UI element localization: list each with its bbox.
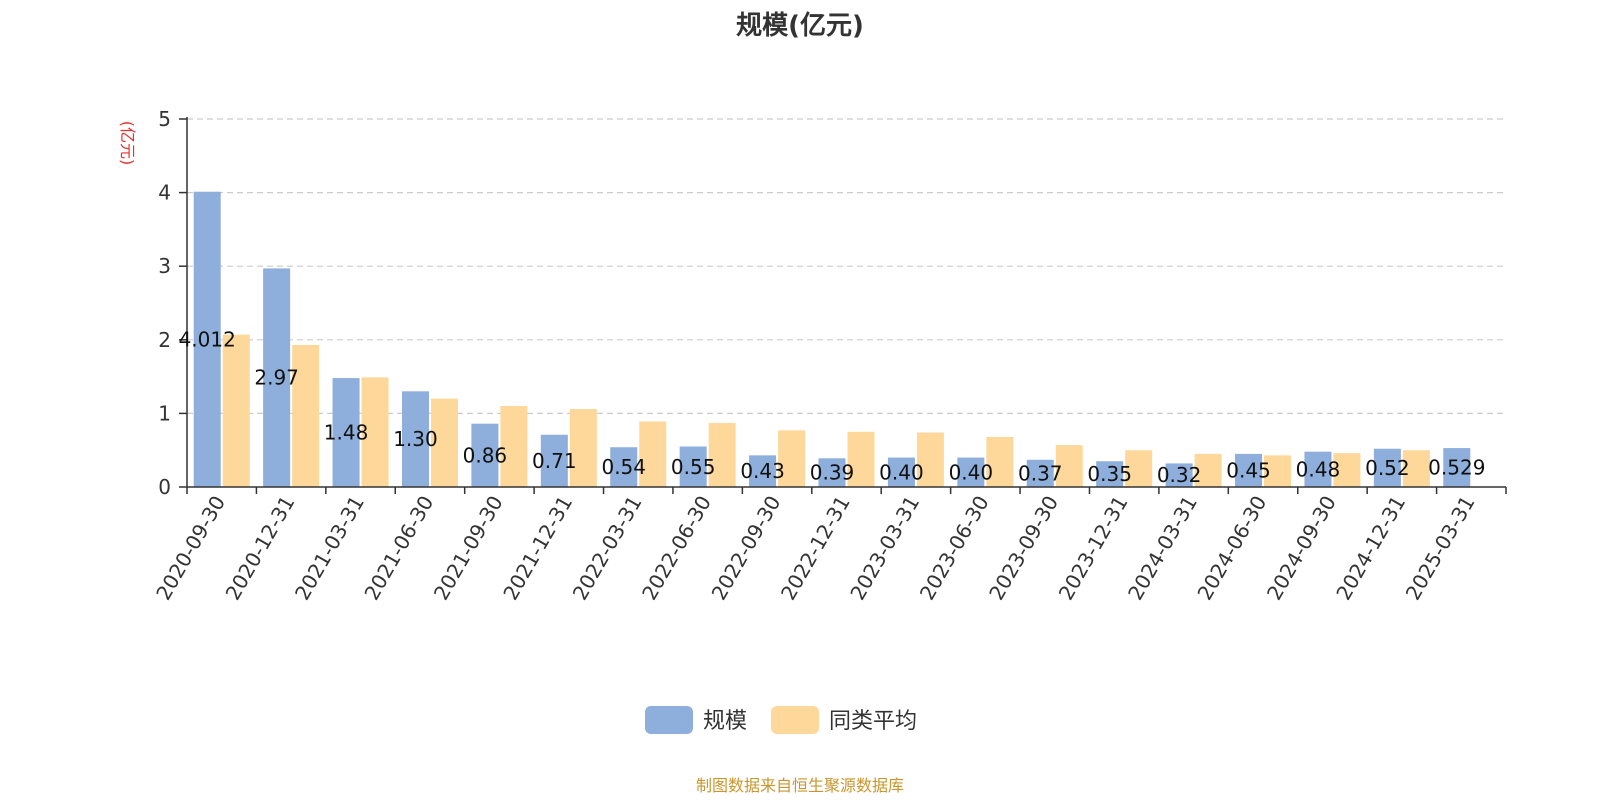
y-tick-label: 0 xyxy=(158,475,171,499)
bar-guimo xyxy=(1165,463,1193,487)
bar-tonglei-pingjun xyxy=(1194,453,1222,487)
bar-tonglei-pingjun xyxy=(847,431,875,487)
x-tick-label: 2020-12-31 xyxy=(221,492,300,605)
x-tick-label: 2024-09-30 xyxy=(1262,492,1341,605)
bar-tonglei-pingjun xyxy=(500,406,528,487)
bar-tonglei-pingjun xyxy=(1055,445,1083,487)
legend: 规模 同类平均 xyxy=(645,706,917,734)
bar-tonglei-pingjun xyxy=(1125,450,1153,487)
bar-tonglei-pingjun xyxy=(1402,450,1430,487)
x-tick-label: 2022-12-31 xyxy=(776,492,855,605)
bar-guimo xyxy=(887,457,915,487)
bar-guimo xyxy=(1026,459,1054,487)
bar-tonglei-pingjun xyxy=(1264,455,1292,487)
x-tick-label: 2023-03-31 xyxy=(845,492,924,605)
y-axis-unit-label: (亿元) xyxy=(118,121,137,166)
x-tick-label: 2022-09-30 xyxy=(707,492,786,605)
data-label: 0.40 xyxy=(879,460,924,484)
y-tick-label: 2 xyxy=(158,328,171,352)
x-tick-label: 2023-06-30 xyxy=(915,492,994,605)
data-label: 0.86 xyxy=(463,443,508,467)
bar-guimo xyxy=(1096,461,1124,487)
data-label: 0.529 xyxy=(1428,456,1485,480)
bar-tonglei-pingjun xyxy=(708,422,736,487)
data-label: 1.48 xyxy=(324,421,369,445)
legend-swatch xyxy=(645,706,693,734)
data-label: 0.37 xyxy=(1018,461,1063,485)
bar-guimo xyxy=(193,191,221,487)
data-label: 0.54 xyxy=(601,455,646,479)
data-label: 0.32 xyxy=(1157,463,1202,487)
data-label: 0.71 xyxy=(532,449,577,473)
x-tick-label: 2022-06-30 xyxy=(637,492,716,605)
legend-label: 同类平均 xyxy=(829,709,917,734)
bar-guimo xyxy=(679,446,707,487)
bar-tonglei-pingjun xyxy=(292,344,320,487)
chart-title: 规模(亿元) xyxy=(736,11,864,41)
bar-guimo xyxy=(1235,453,1263,487)
x-tick-label: 2021-09-30 xyxy=(429,492,508,605)
bar-guimo xyxy=(1373,448,1401,487)
axes xyxy=(186,117,1506,488)
bar-tonglei-pingjun xyxy=(222,334,250,487)
bar-tonglei-pingjun xyxy=(569,408,597,487)
x-tick-label: 2021-06-30 xyxy=(359,492,438,605)
bar-tonglei-pingjun xyxy=(986,436,1014,487)
y-tick-label: 1 xyxy=(158,401,171,425)
data-label: 0.35 xyxy=(1087,462,1132,486)
bar-guimo xyxy=(332,378,360,487)
bar-guimo xyxy=(1443,448,1471,487)
data-label: 4.012 xyxy=(179,327,236,351)
data-label: 0.40 xyxy=(949,460,994,484)
x-tick-label: 2024-12-31 xyxy=(1331,492,1410,605)
y-ticks: 0 1 2 3 4 5 xyxy=(158,107,187,499)
x-tick-label: 2025-03-31 xyxy=(1401,492,1480,605)
bar-tonglei-pingjun xyxy=(430,398,458,487)
x-tick-label: 2022-03-31 xyxy=(568,492,647,605)
x-tick-label: 2020-09-30 xyxy=(151,492,230,605)
bar-guimo xyxy=(818,458,846,487)
data-label: 0.45 xyxy=(1226,458,1271,482)
x-ticks: 2020-09-302020-12-312021-03-312021-06-30… xyxy=(151,487,1507,605)
x-tick-label: 2024-06-30 xyxy=(1192,492,1271,605)
legend-swatch xyxy=(771,706,819,734)
bar-tonglei-pingjun xyxy=(361,377,389,487)
bar-tonglei-pingjun xyxy=(916,432,944,487)
bar-guimo xyxy=(957,457,985,487)
data-label: 0.48 xyxy=(1296,457,1341,481)
x-tick-label: 2021-12-31 xyxy=(498,492,577,605)
x-tick-label: 2023-12-31 xyxy=(1054,492,1133,605)
y-tick-label: 4 xyxy=(158,181,171,205)
y-tick-label: 3 xyxy=(158,254,171,278)
bar-tonglei-pingjun xyxy=(1333,453,1361,487)
bar-guimo xyxy=(749,455,777,487)
x-tick-label: 2023-09-30 xyxy=(984,492,1063,605)
data-labels: 4.012 2.97 1.48 1.30 0.86 0.71 0.54 0.55 0.43 0.3… xyxy=(179,327,1486,487)
bar-guimo xyxy=(263,268,291,487)
bar-guimo xyxy=(540,434,568,487)
data-label: 1.30 xyxy=(393,427,438,451)
bar-guimo xyxy=(1304,451,1332,487)
x-tick-label: 2024-03-31 xyxy=(1123,492,1202,605)
y-tick-label: 5 xyxy=(158,107,171,131)
source-note: 制图数据来自恒生聚源数据库 xyxy=(696,776,904,795)
bar-guimo xyxy=(610,447,638,487)
data-label: 0.55 xyxy=(671,455,716,479)
legend-label: 规模 xyxy=(703,709,747,734)
bars xyxy=(193,191,1471,487)
bar-guimo xyxy=(401,391,429,487)
x-tick-label: 2021-03-31 xyxy=(290,492,369,605)
data-label: 0.52 xyxy=(1365,456,1410,480)
data-label: 0.39 xyxy=(810,461,855,485)
bar-tonglei-pingjun xyxy=(778,430,806,487)
bar-guimo xyxy=(471,423,499,487)
grid-lines xyxy=(187,118,1506,414)
data-label: 0.43 xyxy=(740,459,785,483)
bar-tonglei-pingjun xyxy=(639,421,667,487)
data-label: 2.97 xyxy=(254,366,299,390)
